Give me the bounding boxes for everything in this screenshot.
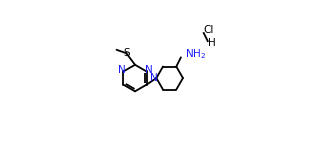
Text: N: N — [151, 73, 158, 83]
Text: N: N — [145, 66, 152, 75]
Text: H: H — [208, 38, 216, 48]
Text: N: N — [118, 66, 125, 75]
Text: NH$_2$: NH$_2$ — [185, 48, 207, 61]
Text: Cl: Cl — [204, 25, 214, 34]
Text: S: S — [123, 48, 130, 58]
